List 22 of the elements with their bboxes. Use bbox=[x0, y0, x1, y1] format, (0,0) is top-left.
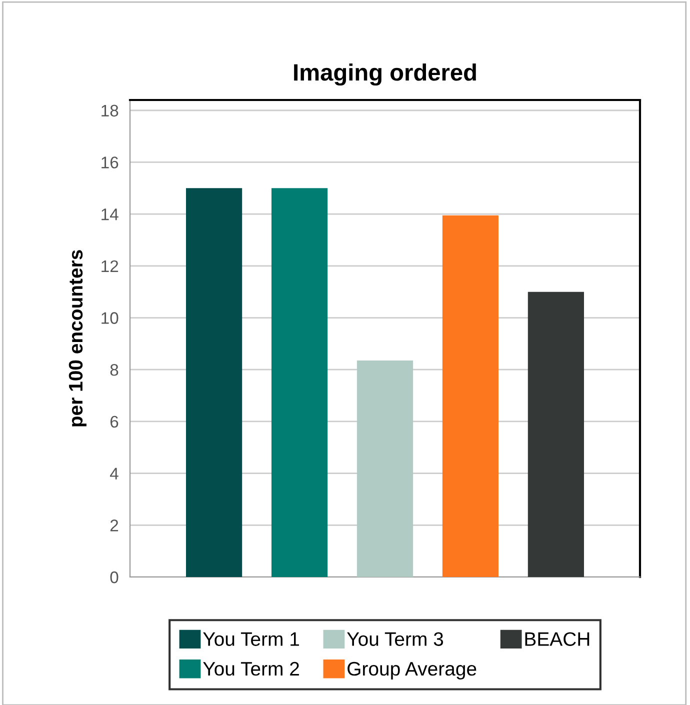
y-tick-label: 16 bbox=[102, 156, 118, 168]
bar bbox=[442, 215, 499, 577]
legend-label: You Term 1 bbox=[203, 632, 299, 646]
legend-label: You Term 2 bbox=[203, 662, 299, 676]
y-tick-label: 14 bbox=[102, 208, 118, 220]
y-tick-label: 18 bbox=[102, 104, 118, 117]
y-tick-label: 10 bbox=[102, 312, 118, 324]
y-tick-label: 2 bbox=[110, 520, 118, 532]
chart-title: Imaging ordered bbox=[294, 63, 476, 86]
bar bbox=[356, 360, 414, 577]
legend-label: You Term 3 bbox=[347, 632, 444, 646]
bar bbox=[271, 188, 328, 577]
y-tick-label: 0 bbox=[110, 571, 118, 584]
legend-label: Group Average bbox=[348, 662, 476, 680]
y-tick-label: 4 bbox=[110, 468, 118, 480]
bar bbox=[186, 188, 242, 577]
bar bbox=[528, 292, 584, 577]
legend-label: BEACH bbox=[525, 632, 590, 646]
y-tick-label: 6 bbox=[110, 416, 118, 428]
y-tick-label: 8 bbox=[110, 364, 118, 376]
y-axis-title: per 100 encounters bbox=[68, 250, 86, 426]
y-tick-label: 12 bbox=[102, 260, 118, 272]
